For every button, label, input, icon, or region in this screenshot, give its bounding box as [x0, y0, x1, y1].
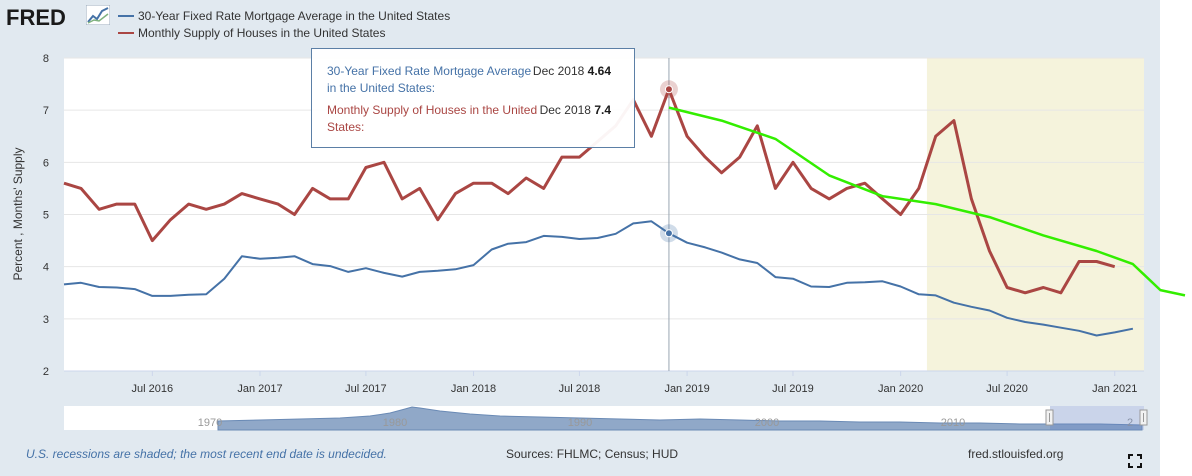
series-line-mortgage	[63, 220, 1134, 337]
navigator-year-label: 2000	[755, 417, 779, 429]
x-tick-label: Jan 2017	[237, 383, 282, 395]
navigator[interactable]: 1970 1980 1990 2000 2010 2	[64, 406, 1148, 431]
series-lines	[63, 87, 1186, 337]
y-tick-label: 4	[43, 262, 49, 274]
x-tick-label: Jul 2018	[559, 383, 601, 395]
tooltip-series-name: Monthly Supply of Houses in the United S…	[327, 103, 538, 134]
y-tick-label: 5	[43, 210, 49, 222]
legend-label-supply: Monthly Supply of Houses in the United S…	[138, 26, 386, 40]
x-tick-label: Jul 2017	[345, 383, 387, 395]
y-tick-label: 3	[43, 314, 49, 326]
navigator-labels: 1970 1980 1990 2000 2010 2	[198, 417, 1133, 429]
tooltip-value: 7.4	[594, 103, 611, 117]
navigator-year-label: 1980	[383, 417, 407, 429]
y-tick-label: 8	[43, 53, 49, 65]
navigator-year-label: 1990	[568, 417, 592, 429]
navigator-year-label: 1970	[198, 417, 222, 429]
annotation-curve	[668, 106, 1186, 297]
navigator-year-label: 2010	[941, 417, 965, 429]
y-tick-label: 6	[43, 157, 49, 169]
series-line-supply	[63, 87, 1116, 295]
navigator-year-label: 2	[1127, 417, 1133, 429]
legend-swatch-mortgage	[118, 15, 134, 17]
navigator-area	[217, 406, 1143, 431]
x-tick-label: Jul 2016	[132, 383, 174, 395]
y-axis-label: Percent , Months' Supply	[11, 147, 25, 280]
fullscreen-icon[interactable]	[1128, 454, 1142, 468]
highlight-point	[664, 229, 673, 238]
y-axis-ticks: 2 3 4 5 6 7 8	[43, 53, 49, 378]
x-tick-label: Jul 2020	[986, 383, 1028, 395]
tooltip: 30-Year Fixed Rate Mortgage Average in t…	[311, 48, 635, 148]
y-tick-label: 2	[43, 366, 49, 378]
recession-note: U.S. recessions are shaded; the most rec…	[26, 447, 387, 461]
legend-swatch-supply	[118, 32, 134, 34]
tooltip-value: 4.64	[587, 64, 611, 78]
x-tick-label: Jul 2019	[772, 383, 814, 395]
x-tick-label: Jan 2018	[451, 383, 496, 395]
fred-logo-graph-icon	[86, 5, 110, 25]
tooltip-date-value: Dec 2018 4.64	[533, 63, 611, 80]
chart-svg[interactable]: 2 3 4 5 6 7 8 Jul 2016 Jan 2017 Jul 2017 Jan 2018…	[0, 0, 1192, 440]
tooltip-date-value: Dec 2018 7.4	[540, 102, 611, 119]
legend-label-mortgage: 30-Year Fixed Rate Mortgage Average in t…	[138, 9, 451, 23]
site-link[interactable]: fred.stlouisfed.org	[968, 447, 1064, 461]
tooltip-series-name: 30-Year Fixed Rate Mortgage Average in t…	[327, 64, 532, 95]
right-margin	[1160, 0, 1192, 476]
x-tick-label: Jan 2021	[1092, 383, 1137, 395]
x-axis-ticks: Jul 2016 Jan 2017 Jul 2017 Jan 2018 Jul 2018…	[64, 370, 1144, 395]
tooltip-date: Dec 2018	[532, 64, 585, 78]
navigator-selection[interactable]	[1050, 406, 1144, 430]
x-tick-label: Jan 2019	[664, 383, 709, 395]
x-tick-label: Jan 2020	[878, 383, 923, 395]
legend-item-supply[interactable]: Monthly Supply of Houses in the United S…	[118, 26, 385, 40]
highlight-markers	[659, 80, 678, 243]
fred-logo[interactable]: FRED	[6, 5, 66, 30]
y-tick-label: 7	[43, 105, 49, 117]
legend-item-mortgage[interactable]: 30-Year Fixed Rate Mortgage Average in t…	[118, 9, 450, 23]
highlight-point	[664, 85, 673, 94]
sources-text: Sources: FHLMC; Census; HUD	[506, 447, 679, 461]
tooltip-date: Dec 2018	[539, 103, 591, 117]
